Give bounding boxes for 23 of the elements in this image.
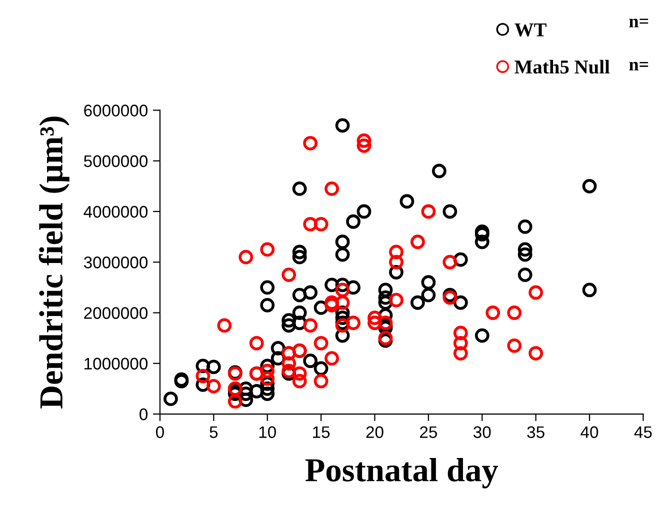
x-tick-label: 45 xyxy=(634,426,652,438)
y-tick-label: 4000000 xyxy=(84,206,148,218)
x-tick-label: 15 xyxy=(313,426,330,438)
x-tick-label: 35 xyxy=(527,426,544,438)
text: n= xyxy=(629,18,648,28)
x-tick-label: 10 xyxy=(259,426,276,438)
legend-label: Math5 Null xyxy=(514,60,610,74)
x-tick-label: 40 xyxy=(580,426,598,438)
text: n= xyxy=(629,62,648,70)
y-tick-label: 5000000 xyxy=(84,155,148,168)
legend-label: WT xyxy=(514,23,546,36)
y-tick-label: 2000000 xyxy=(84,307,148,319)
y-tick-label: 6000000 xyxy=(84,104,148,116)
x-tick-label: 30 xyxy=(473,426,491,438)
y-tick-label: 0 xyxy=(140,408,148,420)
x-tick-label: 25 xyxy=(420,426,438,438)
x-axis-title: Postnatal day xyxy=(305,458,498,488)
x-tick-label: 0 xyxy=(156,426,164,438)
y-tick-label: 3000000 xyxy=(84,256,148,268)
x-tick-label: 20 xyxy=(366,426,384,438)
x-tick-label: 5 xyxy=(210,426,218,438)
y-axis-title: Dendritic field (µm³) xyxy=(38,116,70,409)
y-tick-label: 1000000 xyxy=(84,358,148,370)
